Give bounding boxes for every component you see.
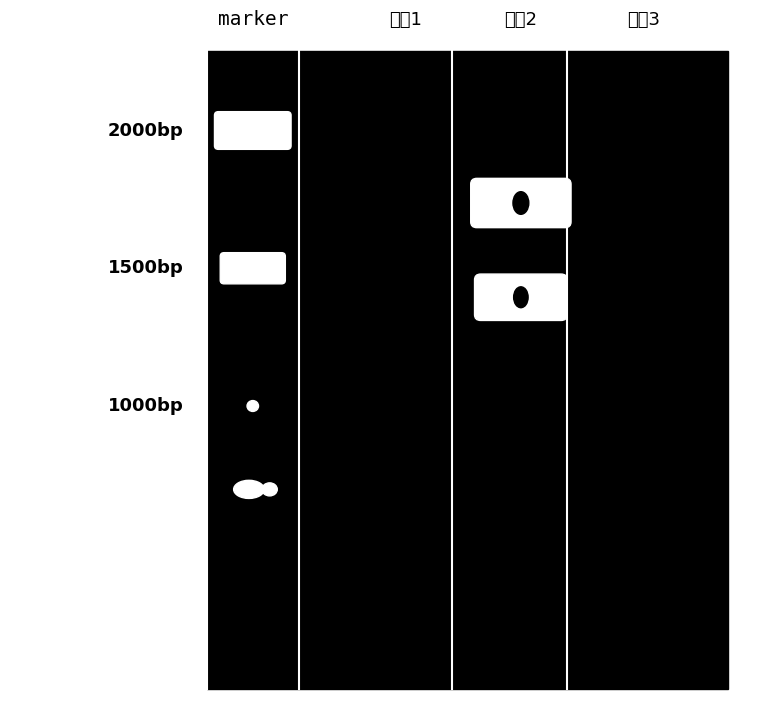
FancyBboxPatch shape: [221, 253, 286, 284]
Ellipse shape: [247, 400, 258, 412]
Text: 样员1: 样员1: [390, 11, 422, 29]
FancyBboxPatch shape: [214, 112, 291, 149]
Text: 1000bp: 1000bp: [108, 397, 184, 415]
Ellipse shape: [262, 483, 277, 496]
Text: 1500bp: 1500bp: [108, 260, 184, 277]
Bar: [360, 51, 452, 689]
Text: 样员3: 样员3: [627, 11, 660, 29]
FancyBboxPatch shape: [470, 178, 571, 228]
Text: 样员2: 样员2: [504, 11, 538, 29]
FancyBboxPatch shape: [475, 274, 567, 320]
Bar: [207, 51, 299, 689]
Ellipse shape: [513, 191, 529, 215]
Text: marker: marker: [218, 10, 288, 29]
Bar: [597, 51, 689, 689]
Bar: [207, 51, 728, 689]
Ellipse shape: [514, 287, 528, 307]
Text: 2000bp: 2000bp: [108, 122, 184, 139]
Ellipse shape: [234, 481, 264, 499]
Bar: [475, 51, 567, 689]
